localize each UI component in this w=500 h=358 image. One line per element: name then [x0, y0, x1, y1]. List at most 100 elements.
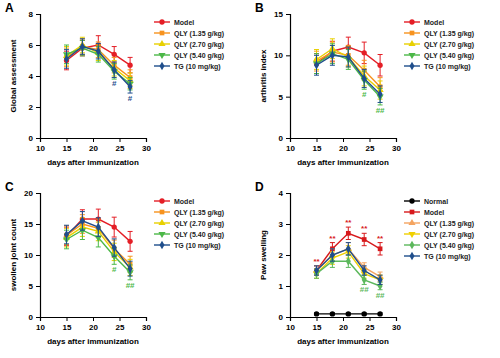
legend-marker: [408, 219, 415, 225]
x-tick: 20: [339, 138, 348, 153]
x-tick: 30: [392, 138, 401, 153]
data-point: [378, 275, 383, 284]
data-point: [330, 251, 335, 260]
legend-label: QLY (5.40 g/kg): [424, 52, 474, 60]
y-tick-line: [36, 76, 40, 77]
y-tick-line: [36, 224, 40, 225]
annotations: ###: [112, 265, 135, 290]
legend: NormalModelQLY (1.35 g/kg)QLY (2.70 g/kg…: [404, 198, 474, 261]
x-tick: 10: [286, 138, 295, 153]
significance-mark: **: [345, 218, 352, 227]
series: [64, 36, 133, 73]
y-tick: 0: [29, 313, 40, 322]
legend-label: QLY (5.40 g/kg): [174, 52, 224, 60]
x-tick: 15: [313, 317, 322, 332]
y-tick-line: [286, 286, 290, 287]
y-tick: 1: [279, 282, 290, 291]
series: [313, 39, 384, 99]
legend-label: TG (10 mg/kg): [424, 253, 471, 261]
y-tick: 6: [29, 41, 40, 50]
plot-area: [63, 36, 134, 93]
error-bar: [362, 275, 367, 284]
legend-label: Model: [174, 198, 194, 205]
data-point: [64, 55, 69, 64]
data-point: [330, 51, 335, 60]
x-tick-label: 15: [63, 323, 72, 332]
y-axis-line: [286, 15, 291, 139]
x-axis-line: [41, 139, 147, 143]
error-bar: [128, 231, 133, 251]
error-bar: [346, 227, 351, 239]
legend-label: QLY (5.40 g/kg): [174, 231, 224, 239]
error-bar: [378, 275, 383, 284]
x-axis: 1015202530: [286, 138, 401, 153]
data-point: [96, 223, 101, 232]
legend-item: TG (10 mg/kg): [404, 252, 471, 261]
legend-item: TG (10 mg/kg): [404, 62, 471, 71]
error-bar: [378, 55, 383, 76]
series: [313, 243, 384, 282]
error-bar: [314, 266, 319, 275]
panel-label: B: [255, 1, 264, 15]
annotations: **********####: [313, 218, 385, 300]
x-tick-line: [146, 138, 147, 142]
legend-label: TG (10 mg/kg): [174, 242, 221, 250]
y-tick: 4: [279, 189, 290, 198]
x-tick-label: 20: [339, 144, 348, 153]
y-tick-label: 0: [279, 134, 284, 143]
legend-label: Model: [424, 19, 444, 26]
error-bar: [346, 47, 351, 67]
y-tick-label: 4: [279, 189, 284, 198]
y-tick-label: 0: [279, 313, 284, 322]
y-tick: 10: [24, 251, 40, 260]
data-point: [314, 61, 319, 70]
data-point: [128, 264, 133, 273]
data-point: [378, 246, 383, 251]
error-bar: [362, 233, 367, 245]
data-point: [362, 266, 367, 275]
error-bar: [346, 243, 351, 255]
legend-item: Model: [404, 209, 444, 216]
y-tick-label: 15: [24, 220, 33, 229]
x-tick-label: 25: [366, 323, 375, 332]
y-tick-line: [36, 317, 40, 318]
error-bar: [80, 39, 85, 55]
legend-marker: [160, 210, 165, 215]
significance-mark: ##: [360, 285, 369, 294]
legend-marker: [409, 62, 414, 71]
x-tick-line: [120, 317, 121, 321]
y-tick-line: [36, 45, 40, 46]
legend-label: QLY (2.70 g/kg): [424, 41, 474, 49]
legend-marker: [159, 198, 164, 203]
legend-item: Model: [154, 198, 194, 205]
data-point: [346, 53, 351, 62]
error-bar: [128, 81, 133, 93]
x-tick-label: 15: [313, 144, 322, 153]
y-tick-label: 0: [29, 134, 34, 143]
annotations: ###: [362, 90, 385, 115]
legend-marker: [408, 232, 415, 238]
x-tick: 15: [313, 138, 322, 153]
panel: 101520253001234days after immunizationPa…: [259, 189, 401, 346]
legend-marker: [159, 62, 164, 71]
legend-label: QLY (2.70 g/kg): [424, 231, 474, 239]
significance-mark: #: [128, 94, 133, 103]
x-tick-label: 25: [116, 144, 125, 153]
y-tick-line: [286, 138, 290, 139]
y-axis-line: [36, 15, 41, 139]
error-bar: [80, 39, 85, 55]
x-tick: 25: [116, 317, 125, 332]
x-axis-line: [291, 139, 397, 143]
data-point: [362, 275, 367, 284]
x-tick-line: [120, 138, 121, 142]
x-tick-label: 20: [89, 323, 98, 332]
legend-label: QLY (1.35 g/kg): [424, 220, 474, 228]
x-tick-line: [146, 317, 147, 321]
series-line: [67, 45, 131, 65]
series: [63, 40, 134, 90]
data-point: [346, 311, 351, 316]
y-tick: 2: [29, 103, 40, 112]
data-point: [127, 239, 132, 244]
y-tick: 0: [29, 134, 40, 143]
y-tick: 2: [279, 251, 290, 260]
